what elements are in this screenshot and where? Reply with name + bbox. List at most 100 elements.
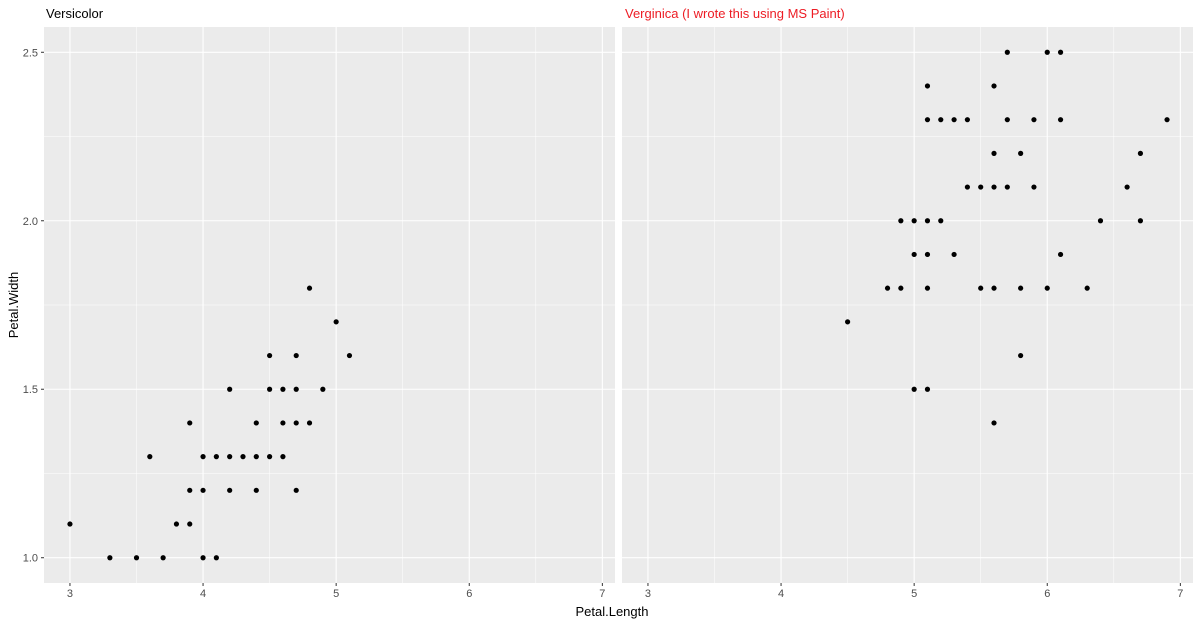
x-tick-label: 6 <box>1044 588 1050 600</box>
point <box>1097 218 1104 224</box>
point <box>1018 150 1024 156</box>
point <box>280 420 286 426</box>
x-tick-label: 5 <box>911 588 917 600</box>
point <box>227 386 233 392</box>
point <box>200 454 206 460</box>
point <box>884 285 891 291</box>
point <box>951 117 957 123</box>
x-tick-label: 7 <box>1177 588 1183 600</box>
point <box>1044 285 1050 291</box>
point <box>991 285 997 291</box>
y-axis-title: Petal.Width <box>6 272 21 338</box>
point <box>187 521 193 527</box>
point <box>160 555 166 561</box>
point <box>213 454 219 460</box>
point <box>200 555 206 561</box>
point <box>1018 352 1024 359</box>
point <box>1057 117 1064 123</box>
point <box>293 386 299 392</box>
point <box>173 521 180 527</box>
point <box>107 555 113 561</box>
point <box>240 454 246 460</box>
point <box>991 150 997 156</box>
point <box>1084 285 1090 291</box>
point <box>964 117 970 123</box>
point <box>306 420 313 426</box>
point <box>991 184 997 190</box>
y-tick-label: 2.0 <box>23 216 38 228</box>
point <box>1044 49 1050 55</box>
point <box>280 386 286 392</box>
point <box>1137 150 1144 156</box>
point <box>133 555 140 561</box>
panel-title: Verginica (I wrote this using MS Paint) <box>625 6 845 21</box>
point <box>924 83 931 89</box>
point <box>845 319 851 325</box>
point <box>187 420 193 426</box>
point <box>200 487 206 493</box>
point <box>187 487 193 493</box>
point <box>938 218 944 224</box>
point <box>924 251 931 258</box>
point <box>1164 117 1170 123</box>
point <box>227 454 233 460</box>
x-tick-label: 6 <box>466 588 472 600</box>
point <box>293 352 299 359</box>
point <box>1004 184 1010 190</box>
point <box>267 386 273 392</box>
y-tick-label: 2.5 <box>23 47 38 59</box>
point <box>1031 117 1037 123</box>
panel-title: Versicolor <box>46 6 104 21</box>
point <box>280 454 286 460</box>
point <box>991 83 997 89</box>
point <box>1031 184 1037 190</box>
x-axis-title: Petal.Length <box>575 604 648 619</box>
point <box>213 555 219 561</box>
point <box>911 251 917 258</box>
x-tick-label: 3 <box>645 588 651 600</box>
point <box>1004 117 1010 123</box>
x-tick-label: 4 <box>778 588 784 600</box>
point <box>924 386 931 392</box>
point <box>320 386 326 392</box>
x-tick-label: 3 <box>67 588 73 600</box>
point <box>293 420 299 426</box>
point <box>964 184 970 190</box>
point <box>924 285 931 291</box>
point <box>333 319 339 325</box>
point <box>924 218 931 224</box>
point <box>1057 251 1064 258</box>
x-tick-label: 5 <box>333 588 339 600</box>
point <box>227 487 233 493</box>
point <box>1137 218 1144 224</box>
point <box>267 352 273 359</box>
point <box>951 251 957 258</box>
x-tick-label: 4 <box>200 588 206 600</box>
point <box>267 454 273 460</box>
point <box>67 521 73 527</box>
point <box>898 285 904 291</box>
y-tick-label: 1.5 <box>23 384 38 396</box>
point <box>938 117 944 123</box>
point <box>924 117 931 123</box>
point <box>978 285 984 291</box>
point <box>253 487 259 493</box>
point <box>911 218 917 224</box>
point <box>1124 184 1130 190</box>
point <box>898 218 904 224</box>
point <box>147 454 153 460</box>
point <box>253 454 259 460</box>
point <box>346 352 353 359</box>
x-tick-label: 7 <box>599 588 605 600</box>
point <box>306 285 313 291</box>
point <box>1004 49 1010 55</box>
y-tick-label: 1.0 <box>23 553 38 565</box>
point <box>1018 285 1024 291</box>
point <box>253 420 259 426</box>
point <box>978 184 984 190</box>
point <box>293 487 299 493</box>
point <box>991 420 997 426</box>
point <box>911 386 917 392</box>
point <box>1057 49 1064 55</box>
